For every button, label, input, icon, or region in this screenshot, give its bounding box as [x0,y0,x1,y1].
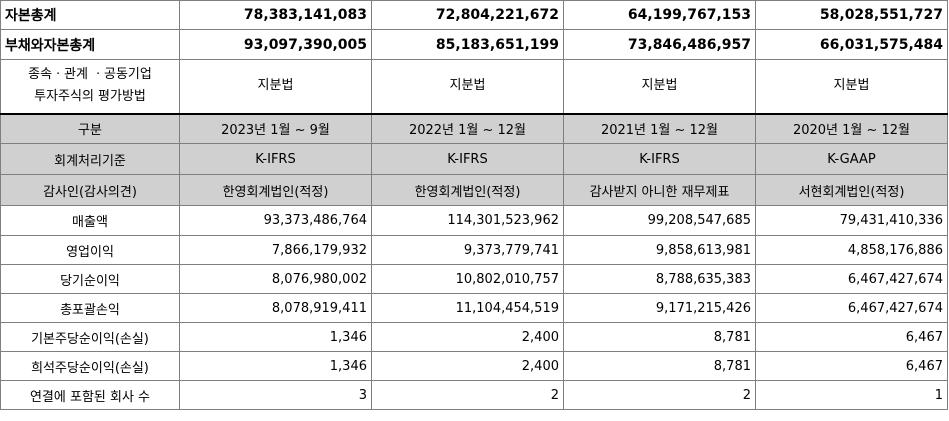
cell-2020: 4,858,176,886 [755,235,948,265]
cell-2023: 2023년 1월 ~ 9월 [179,112,372,144]
cell-2020: 66,031,575,484 [755,29,948,60]
cell-2022: 11,104,454,519 [371,293,564,323]
cell-2023: 한영회계법인(적정) [179,174,372,206]
row-consolidated-count: 연결에 포함된 회사 수 3 2 2 1 [0,380,948,410]
cell-2020: 서현회계법인(적정) [755,174,948,206]
row-label: 총포괄손익 [0,293,180,323]
row-label: 당기순이익 [0,264,180,294]
cell-2022: 2022년 1월 ~ 12월 [371,112,564,144]
cell-2023: 1,346 [179,322,372,352]
cell-2023: 93,373,486,764 [179,205,372,236]
row-basic-eps: 기본주당순이익(손실) 1,346 2,400 8,781 6,467 [0,322,948,352]
row-label: 연결에 포함된 회사 수 [0,380,180,410]
cell-2021: 2021년 1월 ~ 12월 [563,112,756,144]
cell-2023: K-IFRS [179,143,372,175]
cell-2022: 2,400 [371,351,564,381]
cell-2021: 감사받지 아니한 재무제표 [563,174,756,206]
row-label: 자본총계 [0,0,180,30]
row-label-line1: 종속ㆍ관계 ㆍ공동기업 [28,67,152,83]
cell-2022: 10,802,010,757 [371,264,564,294]
cell-2021: 9,858,613,981 [563,235,756,265]
cell-2020: 6,467 [755,322,948,352]
row-valuation-method: 종속ㆍ관계 ㆍ공동기업 투자주식의 평가방법 지분법 지분법 지분법 지분법 [0,59,948,114]
row-label: 부채와자본총계 [0,29,180,60]
cell-2023: 8,078,919,411 [179,293,372,323]
row-label-line2: 투자주식의 평가방법 [34,89,146,105]
cell-2020: 2020년 1월 ~ 12월 [755,112,948,144]
cell-2021: 99,208,547,685 [563,205,756,236]
row-label: 종속ㆍ관계 ㆍ공동기업 투자주식의 평가방법 [0,59,180,114]
cell-2023: 3 [179,380,372,410]
cell-2020: K-GAAP [755,143,948,175]
cell-2022: 9,373,779,741 [371,235,564,265]
cell-2022: K-IFRS [371,143,564,175]
cell-2020: 58,028,551,727 [755,0,948,30]
cell-2022: 지분법 [371,59,564,114]
row-label: 회계처리기준 [0,143,180,175]
row-total-equity: 자본총계 78,383,141,083 72,804,221,672 64,19… [0,0,948,30]
cell-2023: 93,097,390,005 [179,29,372,60]
cell-2020: 79,431,410,336 [755,205,948,236]
financial-summary-table: 자본총계 78,383,141,083 72,804,221,672 64,19… [0,0,948,410]
cell-2021: 9,171,215,426 [563,293,756,323]
cell-2023: 7,866,179,932 [179,235,372,265]
row-label: 희석주당순이익(손실) [0,351,180,381]
cell-2021: 73,846,486,957 [563,29,756,60]
row-label: 기본주당순이익(손실) [0,322,180,352]
row-revenue: 매출액 93,373,486,764 114,301,523,962 99,20… [0,205,948,236]
row-label: 구분 [0,112,180,144]
row-header-period: 구분 2023년 1월 ~ 9월 2022년 1월 ~ 12월 2021년 1월… [0,112,948,144]
cell-2021: 지분법 [563,59,756,114]
cell-2020: 6,467 [755,351,948,381]
row-diluted-eps: 희석주당순이익(손실) 1,346 2,400 8,781 6,467 [0,351,948,381]
cell-2020: 지분법 [755,59,948,114]
row-label: 영업이익 [0,235,180,265]
cell-2020: 1 [755,380,948,410]
row-label: 감사인(감사의견) [0,174,180,206]
cell-2022: 2 [371,380,564,410]
cell-2021: 8,788,635,383 [563,264,756,294]
cell-2023: 1,346 [179,351,372,381]
cell-2021: 8,781 [563,322,756,352]
cell-2023: 8,076,980,002 [179,264,372,294]
row-comprehensive-income: 총포괄손익 8,078,919,411 11,104,454,519 9,171… [0,293,948,323]
cell-2020: 6,467,427,674 [755,293,948,323]
cell-2021: K-IFRS [563,143,756,175]
cell-2022: 114,301,523,962 [371,205,564,236]
row-operating-income: 영업이익 7,866,179,932 9,373,779,741 9,858,6… [0,235,948,265]
cell-2023: 78,383,141,083 [179,0,372,30]
cell-2022: 2,400 [371,322,564,352]
row-auditor: 감사인(감사의견) 한영회계법인(적정) 한영회계법인(적정) 감사받지 아니한… [0,174,948,206]
cell-2021: 2 [563,380,756,410]
cell-2021: 8,781 [563,351,756,381]
cell-2022: 한영회계법인(적정) [371,174,564,206]
row-net-income: 당기순이익 8,076,980,002 10,802,010,757 8,788… [0,264,948,294]
cell-2022: 72,804,221,672 [371,0,564,30]
row-accounting-standard: 회계처리기준 K-IFRS K-IFRS K-IFRS K-GAAP [0,143,948,175]
cell-2021: 64,199,767,153 [563,0,756,30]
row-label: 매출액 [0,205,180,236]
cell-2020: 6,467,427,674 [755,264,948,294]
cell-2022: 85,183,651,199 [371,29,564,60]
cell-2023: 지분법 [179,59,372,114]
row-total-liab-equity: 부채와자본총계 93,097,390,005 85,183,651,199 73… [0,29,948,60]
